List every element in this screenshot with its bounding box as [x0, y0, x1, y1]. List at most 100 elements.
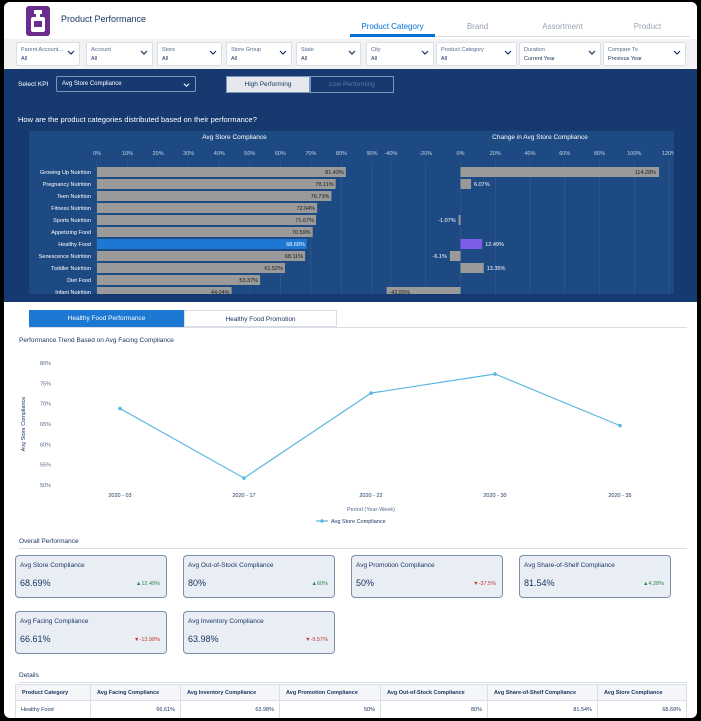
column-header[interactable]: Avg Store Compliance	[597, 684, 687, 701]
card-change: ▲60%	[311, 581, 328, 587]
filter-label: Duration	[524, 47, 545, 53]
tick-label: 80%	[594, 151, 605, 157]
column-header[interactable]: Avg Share-of-Shelf Compliance	[487, 684, 598, 701]
category-label: Senescence Nutrition	[39, 254, 91, 260]
column-header[interactable]: Avg Out-of-Stock Compliance	[380, 684, 488, 701]
data-point[interactable]	[369, 391, 373, 395]
filter-label: Account	[91, 47, 111, 53]
tick-label: 100%	[627, 151, 641, 157]
bar[interactable]	[97, 263, 285, 273]
x-tick-label: 2020 - 30	[483, 493, 506, 499]
data-point[interactable]	[618, 423, 622, 428]
filter-city[interactable]: City All	[366, 42, 434, 66]
filter-bar: Parent Account... All Account All Store …	[4, 39, 697, 69]
metric-card-out-of-stock-compliance: Avg Out-of-Stock Compliance 80% ▲60%	[183, 555, 335, 598]
bar[interactable]	[97, 251, 306, 261]
filter-value: All	[162, 56, 169, 62]
legend-marker	[320, 519, 324, 523]
x-axis-title: Period (Year-Week)	[347, 507, 395, 513]
high-performing-toggle[interactable]: High Performing	[226, 76, 310, 93]
card-title: Avg Share-of-Shelf Compliance	[524, 562, 615, 569]
bar[interactable]	[97, 227, 313, 237]
tab-product-category[interactable]: Product Category	[361, 22, 424, 31]
data-label: -6.1%	[433, 254, 447, 260]
trend-down-icon: ▼	[473, 581, 479, 587]
bar[interactable]	[97, 215, 316, 225]
filter-store[interactable]: Store All	[157, 42, 222, 66]
tab-healthy-food-promotion[interactable]: Healthy Food Promotion	[184, 310, 337, 327]
y-tick-label: 65%	[40, 422, 51, 428]
tick-label: 60%	[275, 151, 286, 157]
filter-label: Store Group	[231, 47, 261, 53]
bar[interactable]	[458, 215, 461, 225]
bar[interactable]	[460, 263, 484, 273]
chevron-down-icon	[209, 50, 217, 55]
card-value: 68.69%	[20, 578, 51, 588]
filter-label: Compare To	[608, 47, 638, 53]
data-label: 68.11%	[285, 254, 303, 260]
tab-product[interactable]: Product	[633, 22, 662, 31]
column-header[interactable]: Avg Facing Compliance	[90, 684, 181, 701]
trend-line-chart: 50% 55% 60% 65% 70% 75% 80% Avg Store Complianc…	[21, 361, 632, 525]
category-label: Pregnancy Nutrition	[43, 182, 91, 188]
filter-compare-to[interactable]: Compare To Previous Year	[603, 42, 686, 66]
tab-brand[interactable]: Brand	[466, 22, 489, 31]
filter-value: All	[91, 56, 98, 62]
bar[interactable]	[97, 275, 261, 285]
table-cell: 63.98%	[180, 700, 280, 718]
section-divider	[19, 682, 687, 683]
table-cell: 68.69%	[597, 700, 687, 718]
tick-label: 20%	[490, 151, 501, 157]
bar[interactable]	[97, 287, 232, 294]
category-label: Growing Up Nutrition	[40, 170, 91, 176]
column-header[interactable]: Avg Promotion Compliance	[279, 684, 381, 701]
bar[interactable]	[449, 251, 461, 261]
chevron-down-icon	[421, 50, 429, 55]
y-tick-label: 70%	[40, 402, 51, 408]
filter-value: All	[21, 56, 28, 62]
bar[interactable]	[386, 287, 461, 294]
data-point[interactable]	[242, 476, 246, 480]
data-label: 78.11%	[315, 182, 333, 188]
filter-label: Parent Account...	[21, 47, 63, 53]
filter-account[interactable]: Account All	[86, 42, 153, 66]
tab-assortment[interactable]: Assortment	[542, 22, 583, 31]
category-label: Sports Nutrition	[53, 218, 91, 224]
tab-healthy-food-performance[interactable]: Healthy Food Performance	[29, 310, 184, 327]
trend-down-icon: ▼	[305, 637, 311, 643]
bar[interactable]	[460, 167, 660, 177]
filter-product-category[interactable]: Product Category All	[436, 42, 517, 66]
bar[interactable]	[97, 239, 307, 249]
filter-parent-account[interactable]: Parent Account... All	[16, 42, 80, 66]
bar[interactable]	[97, 179, 336, 189]
filter-state[interactable]: State All	[296, 42, 361, 66]
data-label: 53.37%	[239, 278, 258, 284]
card-title: Avg Inventory Compliance	[188, 618, 264, 625]
data-point[interactable]	[493, 372, 497, 376]
filter-store-group[interactable]: Store Group All	[226, 42, 292, 66]
low-performing-toggle[interactable]: Low Performing	[310, 76, 394, 93]
y-tick-label: 55%	[40, 463, 51, 469]
data-point[interactable]	[118, 406, 122, 411]
card-value: 66.61%	[20, 634, 51, 644]
kpi-select[interactable]: Avg Store Compliance	[56, 76, 196, 92]
bar[interactable]	[97, 191, 332, 201]
tick-label: 50%	[244, 151, 255, 157]
column-header[interactable]: Avg Inventory Compliance	[180, 684, 280, 701]
column-header[interactable]: Product Category	[15, 684, 91, 701]
filter-duration[interactable]: Duration Current Year	[519, 42, 601, 66]
bar[interactable]	[460, 179, 472, 189]
metric-card-store-compliance: Avg Store Compliance 68.69% ▲12.49%	[15, 555, 167, 598]
card-value: 81.54%	[524, 578, 555, 588]
chevron-down-icon	[183, 83, 190, 87]
filter-value: All	[441, 56, 448, 62]
bar[interactable]	[97, 203, 318, 213]
chevron-down-icon	[279, 50, 287, 55]
header: Product Performance Product Category Bra…	[4, 2, 697, 38]
data-label: 81.43%	[325, 170, 344, 176]
bar[interactable]	[97, 167, 346, 177]
card-change: ▲12.49%	[135, 581, 160, 587]
tick-label: 60%	[559, 151, 570, 157]
bar[interactable]	[460, 239, 483, 249]
card-title: Avg Store Compliance	[20, 562, 85, 569]
